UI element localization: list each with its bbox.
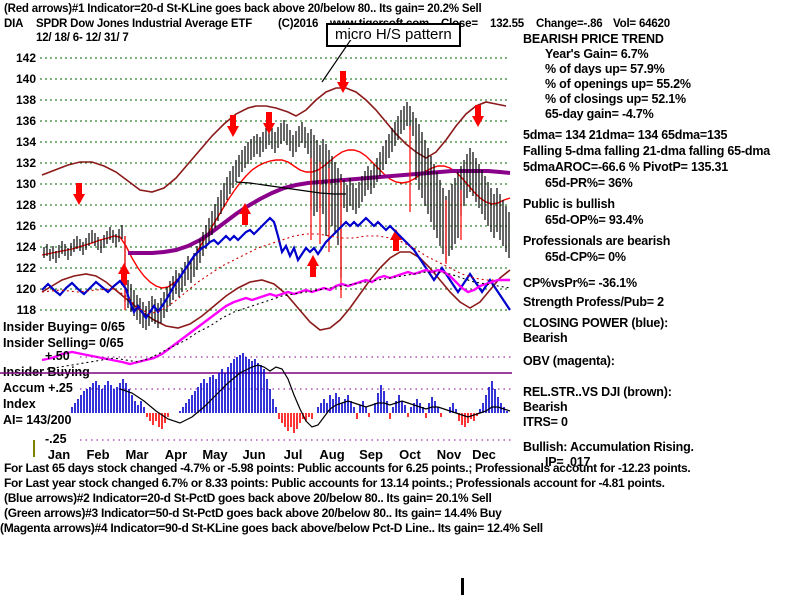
buy-arrows <box>118 203 402 285</box>
y-axis-label-138: 138 <box>15 93 36 107</box>
x-axis-label-oct: Oct <box>399 447 421 462</box>
closing-power-line <box>41 216 511 320</box>
sell-arrow-3 <box>263 112 275 134</box>
accum-label-line2: Accum +.25 <box>3 381 73 395</box>
trend-overlay-line <box>235 181 346 195</box>
dma21-line <box>41 149 511 289</box>
sell-arrow-4 <box>337 71 349 93</box>
y-axis-label-126: 126 <box>15 219 36 233</box>
lower-band-line <box>41 251 511 331</box>
sidebar-dma-direction: Falling 5-dma falling 21-dma falling 65-… <box>523 144 771 158</box>
x-axis-label-feb: Feb <box>86 447 110 462</box>
sidebar-accumulation-status: Bullish: Accumulation Rising. <box>523 440 694 454</box>
accum-label-line3: Index <box>3 397 36 411</box>
x-axis-label-mar: Mar <box>125 447 149 462</box>
sidebar-stat-openings-up: % of openings up= 55.2% <box>545 77 691 91</box>
upper-band-line <box>41 87 507 193</box>
sidebar-relstr-title: REL.STR..VS DJI (brown): <box>523 385 672 399</box>
header-company-name: SPDR Dow Jones Industrial Average ETF <box>36 18 253 30</box>
callout-leader-line <box>321 40 352 83</box>
x-axis-label-apr: Apr <box>164 447 188 462</box>
y-axis-label-120: 120 <box>15 282 36 296</box>
sidebar-65d-op: 65d-OP%= 93.4% <box>545 213 644 227</box>
sidebar-public-sentiment: Public is bullish <box>523 197 615 211</box>
accum-scale-plus50: +.50 <box>45 349 70 363</box>
buy-arrow-3 <box>307 255 319 277</box>
sidebar-dma-values: 5dma= 134 21dma= 134 65dma=135 <box>523 128 728 142</box>
x-axis-origin-tick <box>33 440 35 457</box>
header-date-range: 12/ 18/ 6- 12/ 31/ 7 <box>36 32 129 44</box>
x-axis-label-nov: Nov <box>436 447 462 462</box>
insider-buying-label: Insider Buying= 0/65 <box>3 320 125 334</box>
y-axis-label-140: 140 <box>15 72 36 86</box>
x-axis-label-sep: Sep <box>359 447 383 462</box>
sidebar-closing-power-status: Bearish <box>523 331 568 345</box>
closing-power-trendline <box>41 233 510 315</box>
x-axis-label-jul: Jul <box>283 447 303 462</box>
sell-arrow-5 <box>472 105 484 127</box>
x-axis-label-dec: Dec <box>472 447 496 462</box>
header-close-value: 132.55 <box>490 18 524 30</box>
y-axis-label-130: 130 <box>15 177 36 191</box>
y-axis-label-124: 124 <box>15 240 36 254</box>
sidebar-stat-days-up: % of days up= 57.9% <box>545 62 665 76</box>
sidebar-65d-pr: 65d-PR%= 36% <box>545 176 633 190</box>
dma65-line <box>128 169 511 255</box>
y-axis-label-142: 142 <box>15 51 36 65</box>
accum-gridlines <box>80 356 512 441</box>
sidebar-cp-vs-pr: CP%vsPr%= -36.1% <box>523 276 637 290</box>
x-axis-label-jan: Jan <box>47 447 71 462</box>
buy-arrow-4 <box>390 229 402 251</box>
accum-moving-average-line <box>119 364 511 428</box>
text-cursor-caret[interactable] <box>461 578 464 595</box>
sidebar-itrs: ITRS= 0 <box>523 415 568 429</box>
sidebar-stat-years-gain: Year's Gain= 6.7% <box>545 47 649 61</box>
y-axis-label-122: 122 <box>15 261 36 275</box>
accum-label-line1: Insider Buying <box>3 365 90 379</box>
sidebar-ip-value: IP= .017 <box>545 455 591 469</box>
header-copyright: (C)2016 <box>278 18 319 30</box>
footer-line-indicator2: (Blue arrows)#2 Indicator=20-d St-PctD g… <box>4 491 492 505</box>
sidebar-closing-power-title: CLOSING POWER (blue): <box>523 316 669 330</box>
sidebar-obv-title: OBV (magenta): <box>523 354 615 368</box>
sidebar-aroc-pivot: 5dmaAROC=-66.6 % PivotP= 135.31 <box>523 160 729 174</box>
y-axis-label-118: 118 <box>16 303 36 317</box>
obv-line <box>41 268 510 366</box>
sell-arrows <box>73 71 484 205</box>
sidebar-relstr-status: Bearish <box>523 400 568 414</box>
sidebar-professional-sentiment: Professionals are bearish <box>523 234 671 248</box>
y-axis-label-136: 136 <box>15 114 36 128</box>
sidebar-trend-title: BEARISH PRICE TREND <box>523 32 664 46</box>
buy-arrow-2 <box>239 203 251 225</box>
sidebar-strength-prof-pub: Strength Profess/Pub= 2 <box>523 295 664 309</box>
insider-selling-label: Insider Selling= 0/65 <box>3 336 124 350</box>
sell-arrow-2 <box>227 115 239 137</box>
accum-bars-positive <box>71 353 508 413</box>
header-change: Change=-.86 <box>536 18 603 30</box>
header-volume: Vol= 64620 <box>613 18 670 30</box>
x-axis-label-aug: Aug <box>319 447 345 462</box>
sidebar-stat-closings-up: % of closings up= 52.1% <box>545 92 686 106</box>
x-axis-label-may: May <box>202 447 228 462</box>
sidebar-stat-65day-gain: 65-day gain= -4.7% <box>545 107 654 121</box>
y-axis-label-132: 132 <box>15 156 36 170</box>
sell-arrow-1 <box>73 183 85 205</box>
footer-line-indicator4: (Magenta arrows)#4 Indicator=90-d St-KLi… <box>0 521 543 535</box>
footer-line-indicator3: (Green arrows)#3 Indicator=50-d St-PctD … <box>4 506 502 520</box>
obv-trendline <box>41 271 511 371</box>
header-ticker: DIA <box>4 18 24 30</box>
footer-line-lastyear: For Last year stock changed 6.7% or 8.33… <box>4 476 665 490</box>
footer-line-65days: For Last 65 days stock changed -4.7% or … <box>4 461 691 475</box>
y-axis-label-128: 128 <box>15 198 36 212</box>
x-axis-label-jun: Jun <box>242 447 266 462</box>
sidebar-65d-cp: 65d-CP%= 0% <box>545 250 626 264</box>
y-axis-label-134: 134 <box>15 135 36 149</box>
accumulation-index-chart[interactable] <box>0 345 516 445</box>
accum-bars-negative <box>146 413 478 433</box>
buy-arrow-1 <box>118 263 130 285</box>
accum-scale-minus25: -.25 <box>45 432 67 446</box>
price-chart[interactable] <box>0 40 516 450</box>
accum-index-value: AI= 143/200 <box>3 413 72 427</box>
header-indicator-line: (Red arrows)#1 Indicator=20-d St-KLine g… <box>4 3 482 15</box>
